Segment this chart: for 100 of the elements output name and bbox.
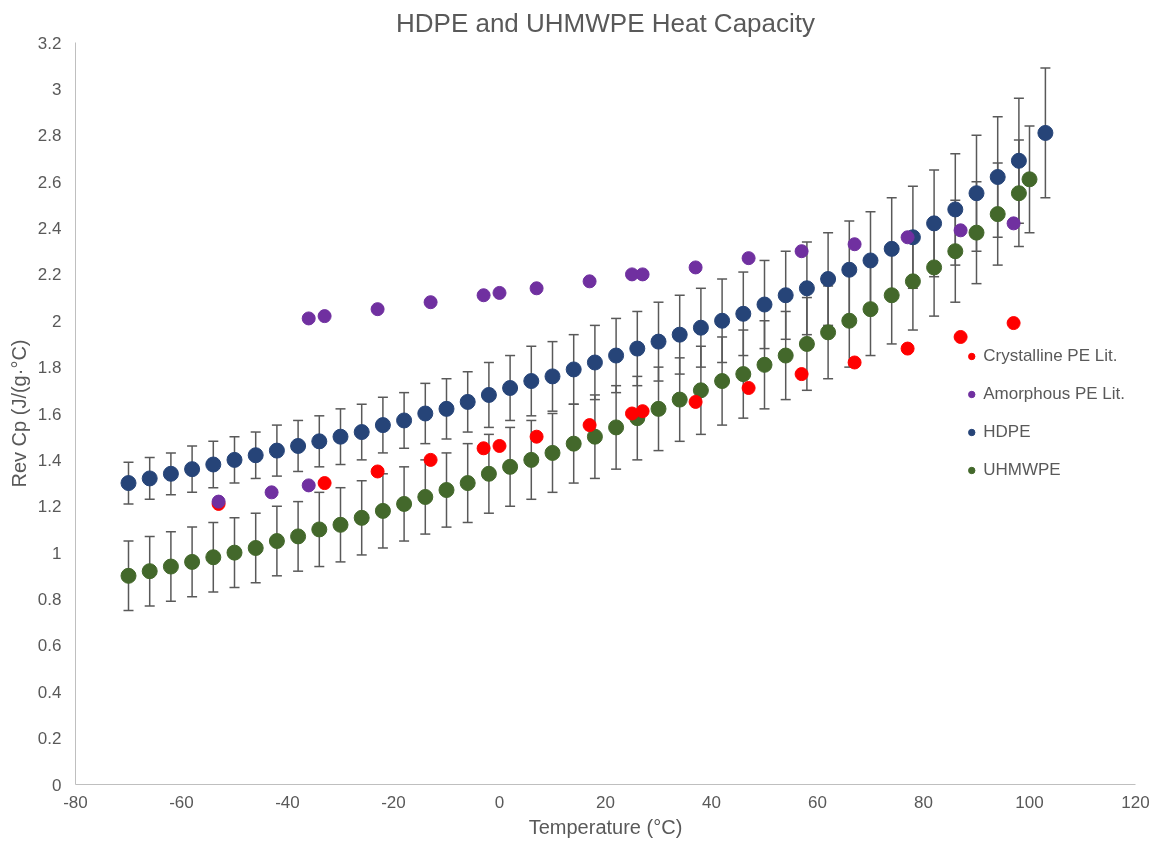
- point: [1010, 152, 1027, 169]
- point: [529, 429, 544, 444]
- point: [184, 553, 201, 570]
- point: [370, 302, 385, 317]
- point: [756, 356, 773, 373]
- point: [900, 230, 915, 245]
- point: [989, 206, 1006, 223]
- point: [794, 244, 809, 259]
- point: [247, 540, 264, 556]
- y-tick-label: 2: [52, 311, 62, 331]
- point: [1006, 216, 1021, 231]
- point: [635, 267, 650, 282]
- point: [502, 380, 519, 396]
- point: [586, 428, 603, 445]
- point: [794, 367, 809, 382]
- point: [1010, 185, 1027, 202]
- point: [290, 437, 307, 454]
- chart-title: HDPE and UHMWPE Heat Capacity: [395, 7, 816, 38]
- point: [953, 223, 968, 238]
- point: [741, 381, 756, 395]
- point: [968, 224, 985, 241]
- point: [332, 516, 349, 533]
- point: [635, 404, 650, 419]
- y-tick-label: 1: [52, 543, 62, 563]
- point: [396, 495, 413, 512]
- point: [756, 296, 773, 313]
- point: [1021, 171, 1038, 188]
- point: [1037, 124, 1054, 141]
- point: [523, 373, 540, 390]
- point: [841, 261, 858, 278]
- point: [904, 273, 921, 290]
- point: [317, 476, 332, 491]
- y-tick-label: 2.8: [37, 126, 62, 146]
- point: [544, 368, 561, 385]
- y-tick-label: 1.8: [37, 358, 62, 378]
- point: [374, 502, 391, 519]
- point: [205, 456, 222, 473]
- point: [650, 400, 667, 417]
- legend-label: Crystalline PE Lit.: [983, 346, 1118, 366]
- point: [820, 324, 837, 341]
- y-axis-title: Rev Cp (J/(g·°C): [7, 339, 30, 488]
- point: [268, 533, 285, 550]
- point: [374, 417, 391, 434]
- y-tick-label: 0.2: [37, 729, 62, 749]
- point: [162, 465, 179, 482]
- x-tick-label: 60: [808, 792, 827, 812]
- point: [582, 274, 597, 289]
- legend-label: Amorphous PE Lit.: [983, 384, 1125, 404]
- point: [741, 251, 756, 266]
- point: [459, 475, 476, 492]
- point: [947, 201, 964, 218]
- x-tick-label: -60: [169, 792, 194, 812]
- point: [926, 215, 943, 232]
- point: [688, 394, 703, 409]
- point: [688, 260, 703, 275]
- point: [523, 451, 540, 468]
- point: [476, 288, 491, 303]
- point: [820, 271, 837, 287]
- point: [332, 428, 349, 445]
- point: [841, 312, 858, 329]
- point: [692, 319, 709, 336]
- point: [120, 475, 137, 492]
- point: [883, 287, 900, 304]
- point: [953, 329, 968, 344]
- point: [423, 452, 438, 467]
- point: [847, 355, 862, 370]
- point: [141, 563, 158, 580]
- point: [438, 400, 455, 417]
- legend-label: UHMWPE: [983, 460, 1061, 480]
- point: [438, 482, 455, 498]
- point: [247, 447, 264, 464]
- point: [544, 444, 561, 461]
- point: [417, 488, 434, 505]
- point: [417, 405, 434, 422]
- point: [900, 341, 915, 356]
- point: [862, 252, 879, 269]
- x-tick-label: -40: [275, 792, 300, 812]
- point: [586, 354, 603, 371]
- point: [311, 433, 328, 450]
- point: [714, 312, 731, 329]
- point: [120, 567, 137, 584]
- x-tick-label: 0: [494, 792, 505, 812]
- point: [311, 521, 328, 538]
- y-tick-label: 1.2: [37, 497, 62, 517]
- point: [847, 237, 862, 252]
- point: [476, 441, 491, 456]
- point: [1006, 316, 1021, 331]
- point: [226, 451, 243, 468]
- point: [692, 382, 709, 399]
- point: [480, 465, 497, 482]
- point: [947, 243, 964, 260]
- y-tick-label: 3: [52, 79, 62, 99]
- y-tick-label: 1.4: [37, 450, 62, 470]
- point: [989, 169, 1006, 185]
- point: [423, 295, 438, 310]
- point: [459, 393, 476, 410]
- point: [492, 438, 507, 453]
- point: [353, 424, 370, 441]
- y-tick-label: 2.2: [37, 265, 62, 285]
- y-tick-label: 0: [52, 775, 62, 795]
